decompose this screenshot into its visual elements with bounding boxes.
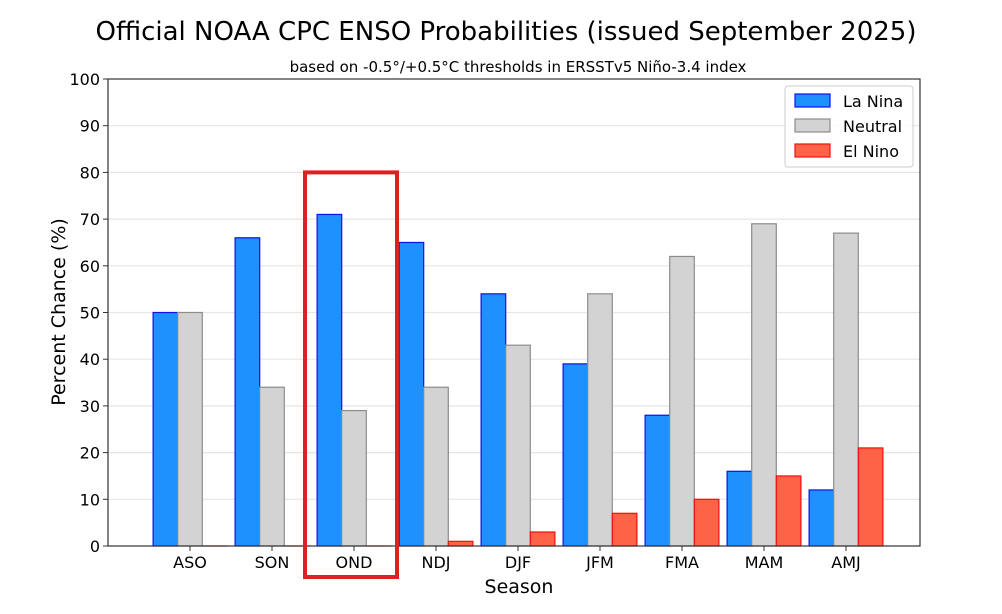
bar-neutral-fma	[669, 255, 695, 547]
legend-label: El Nino	[843, 142, 899, 161]
legend-swatch-la-nina	[794, 93, 831, 108]
y-tick-label: 50	[80, 304, 100, 323]
y-tick-label: 10	[80, 490, 100, 509]
y-axis-label: Percent Chance (%)	[48, 218, 70, 406]
x-tick-label: MAM	[745, 553, 784, 572]
bar-el-nino-mam	[775, 475, 802, 547]
legend-label: Neutral	[843, 117, 902, 136]
legend: La Nina Neutral El Nino	[784, 85, 914, 168]
bar-neutral-aso	[177, 311, 203, 547]
legend-swatch-el-nino	[794, 143, 831, 158]
bar-el-nino-djf	[529, 531, 556, 547]
y-tick-label: 40	[80, 350, 100, 369]
bar-neutral-jfm	[587, 293, 613, 547]
x-tick-label: SON	[255, 553, 290, 572]
bar-neutral-djf	[505, 344, 531, 547]
y-tick-label: 20	[80, 444, 100, 463]
y-tick-label: 60	[80, 257, 100, 276]
y-tick-label: 80	[80, 163, 100, 182]
chart-title: Official NOAA CPC ENSO Probabilities (is…	[96, 17, 917, 47]
y-tick-label: 30	[80, 397, 100, 416]
bar-el-nino-jfm	[611, 512, 638, 547]
bar-la-nina-amj	[808, 489, 835, 547]
bar-el-nino-ndj	[447, 540, 474, 547]
bars	[152, 213, 884, 547]
y-axis-ticks: 0 10 20 30 40 50 60 70 80 90 100	[69, 70, 108, 556]
bar-neutral-ond	[341, 409, 367, 547]
bar-la-nina-jfm	[562, 363, 589, 547]
chart-subtitle: based on -0.5°/+0.5°C thresholds in ERSS…	[290, 58, 747, 76]
bar-el-nino-fma	[693, 498, 720, 547]
bar-la-nina-djf	[480, 293, 507, 547]
bar-neutral-mam	[751, 223, 777, 547]
bar-la-nina-fma	[644, 414, 671, 547]
y-tick-label: 90	[80, 117, 100, 136]
x-tick-label: AMJ	[831, 553, 860, 572]
bar-el-nino-amj	[857, 447, 884, 547]
x-tick-label: DJF	[505, 553, 531, 572]
y-tick-label: 70	[80, 210, 100, 229]
legend-swatch-neutral	[794, 118, 831, 133]
bar-la-nina-aso	[152, 311, 179, 547]
x-tick-label: OND	[336, 553, 373, 572]
highlight-box-ond	[303, 170, 399, 579]
bar-neutral-amj	[833, 232, 859, 547]
bar-neutral-son	[259, 386, 285, 547]
bar-la-nina-ond	[316, 213, 343, 547]
y-tick-label: 100	[69, 70, 100, 89]
x-tick-label: NDJ	[421, 553, 450, 572]
y-tick-label: 0	[90, 537, 100, 556]
x-axis-ticks: ASO SON OND NDJ DJF JFM FMA MAM AMJ	[173, 546, 861, 572]
legend-label: La Nina	[843, 92, 903, 111]
x-tick-label: FMA	[665, 553, 699, 572]
x-tick-label: ASO	[173, 553, 207, 572]
x-tick-label: JFM	[585, 553, 614, 572]
bar-neutral-ndj	[423, 386, 449, 547]
bar-la-nina-son	[234, 237, 261, 547]
bar-la-nina-ndj	[398, 241, 425, 547]
x-axis-label: Season	[485, 576, 554, 598]
bar-la-nina-mam	[726, 470, 753, 547]
